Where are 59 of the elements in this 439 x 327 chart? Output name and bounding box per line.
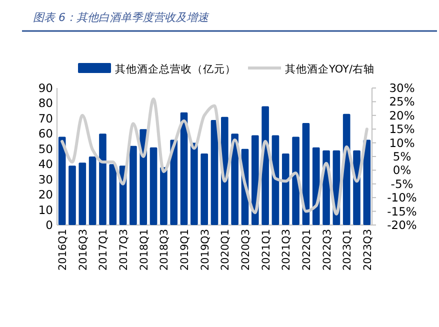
bar <box>130 146 137 225</box>
y2-tick-label: -5% <box>390 176 414 191</box>
bar <box>109 164 117 225</box>
line-series <box>60 97 368 216</box>
x-tick-label: 2016Q1 <box>57 229 70 271</box>
x-tick-label: 2021Q3 <box>280 229 293 271</box>
bar <box>78 162 86 225</box>
legend-label: 其他酒企总营收（亿元） <box>115 62 236 76</box>
x-tick-label: 2021Q1 <box>260 229 272 271</box>
y-tick-label: 30 <box>38 172 53 186</box>
x-tick-label: 2019Q1 <box>179 229 192 271</box>
bar <box>282 153 290 225</box>
y-tick-label: 70 <box>38 111 53 126</box>
y2-tick-label: 20% <box>389 108 415 122</box>
y2-tick-label: -20% <box>387 218 417 232</box>
legend-label: 其他酒企YOY/右轴 <box>285 62 374 76</box>
bar <box>200 153 208 225</box>
x-tick-label: 2017Q1 <box>98 229 110 271</box>
bar <box>170 140 178 225</box>
y-tick-label: 10 <box>38 202 53 217</box>
y2-tick-label: 30% <box>389 81 415 95</box>
bar <box>160 167 168 225</box>
y-tick-label: 0 <box>46 218 53 232</box>
y2-tick-label: 10% <box>389 136 415 150</box>
bar <box>180 112 188 225</box>
y2-tick-label: 0% <box>392 163 412 178</box>
y-tick-label: 90 <box>38 81 53 95</box>
y2-tick-label: -15% <box>387 204 417 218</box>
x-tick-label: 2020Q3 <box>240 229 252 271</box>
bar <box>210 120 218 225</box>
x-tick-label: 2020Q1 <box>220 229 232 271</box>
x-tick-label: 2016Q3 <box>77 229 90 271</box>
x-tick-label: 2018Q1 <box>138 229 150 271</box>
bar <box>150 147 158 225</box>
y-tick-label: 60 <box>38 126 53 141</box>
y2-tick-label: 25% <box>389 94 415 109</box>
bar <box>68 166 76 225</box>
x-tick-label: 2022Q1 <box>300 229 313 271</box>
y-tick-label: 40 <box>38 157 53 172</box>
x-tick-label: 2017Q3 <box>118 229 130 271</box>
chart-title: 图表 6：其他白酒单季度营收及增速 <box>33 11 210 24</box>
bar <box>292 136 300 225</box>
y2-tick-label: 15% <box>389 122 415 136</box>
x-tick-label: 2022Q3 <box>321 229 334 271</box>
y-tick-label: 20 <box>38 188 53 202</box>
bar <box>99 134 106 225</box>
bar <box>190 142 198 225</box>
x-tick-label: 2023Q3 <box>362 229 374 271</box>
y2-tick-label: -10% <box>387 190 417 205</box>
x-tick-label: 2018Q3 <box>158 229 171 271</box>
y-tick-label: 80 <box>38 96 53 110</box>
bar <box>88 156 96 225</box>
y2-tick-label: 5% <box>392 150 412 164</box>
x-tick-label: 2019Q3 <box>199 229 212 271</box>
bar <box>363 140 371 225</box>
bar <box>302 123 310 225</box>
y-tick-label: 50 <box>38 142 53 156</box>
x-tick-label: 2023Q1 <box>342 229 354 271</box>
bar <box>58 136 66 225</box>
